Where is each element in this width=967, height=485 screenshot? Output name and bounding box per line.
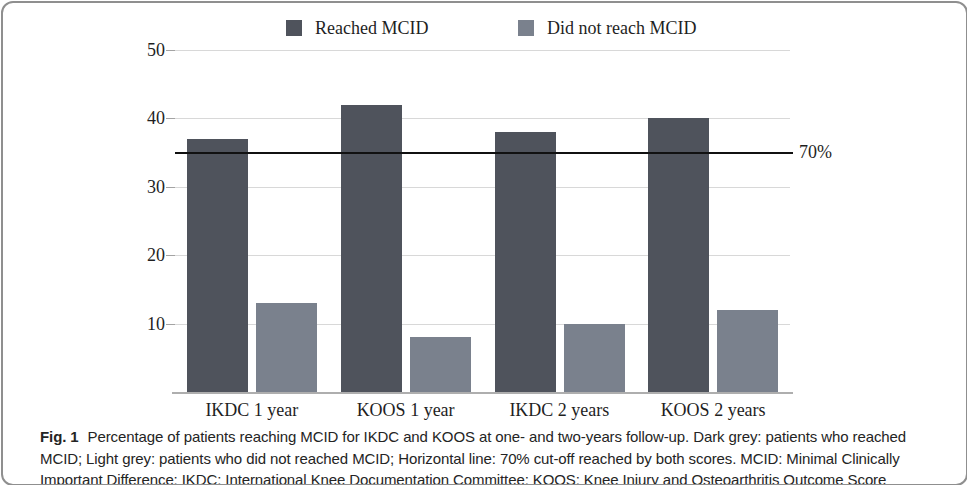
x-axis-label-koos-1-year: KOOS 1 year <box>329 400 483 420</box>
y-tick-40 <box>166 118 175 119</box>
x-axis-label-koos-2-years: KOOS 2 years <box>636 400 790 420</box>
bar-reached-mcid-koos-1-year <box>341 105 402 392</box>
bar-reached-mcid-koos-2-years <box>648 118 709 392</box>
y-tick-30 <box>166 187 175 188</box>
bar-did-not-reach-mcid-koos-2-years <box>717 310 778 392</box>
bar-chart-plot-area: 10 20 30 40 50 IKDC 1 yearKOOS 1 yearIKDC 2 y… <box>3 3 966 484</box>
figure-caption-number: Fig. 1 <box>40 428 88 445</box>
y-tick-50 <box>166 50 175 51</box>
figure-caption: Fig. 1Percentage of patients reaching MC… <box>40 426 940 485</box>
x-axis-label-ikdc-1-year: IKDC 1 year <box>175 400 329 420</box>
y-tick-label-20: 20 <box>105 245 165 265</box>
bar-did-not-reach-mcid-ikdc-2-years <box>564 324 625 392</box>
bar-reached-mcid-ikdc-1-year <box>187 139 248 392</box>
figure-caption-text: Percentage of patients reaching MCID for… <box>40 428 906 485</box>
figure-1: Reached MCID Did not reach MCID 10203040… <box>0 0 967 485</box>
cutoff-line-70-percent <box>175 152 793 154</box>
y-tick-label-10: 10 <box>105 314 165 334</box>
figure-card: Reached MCID Did not reach MCID 10203040… <box>1 1 967 485</box>
y-tick-label-30: 30 <box>105 177 165 197</box>
bar-did-not-reach-mcid-ikdc-1-year <box>256 303 317 392</box>
gridline-50 <box>175 50 790 51</box>
y-tick-20 <box>166 255 175 256</box>
bar-reached-mcid-ikdc-2-years <box>495 132 556 392</box>
y-tick-10 <box>166 324 175 325</box>
x-axis-label-ikdc-2-years: IKDC 2 years <box>483 400 637 420</box>
x-axis-line <box>172 392 793 394</box>
y-tick-label-50: 50 <box>105 40 165 60</box>
bar-did-not-reach-mcid-koos-1-year <box>410 337 471 392</box>
y-tick-label-40: 40 <box>105 108 165 128</box>
cutoff-line-label: 70% <box>799 142 832 162</box>
